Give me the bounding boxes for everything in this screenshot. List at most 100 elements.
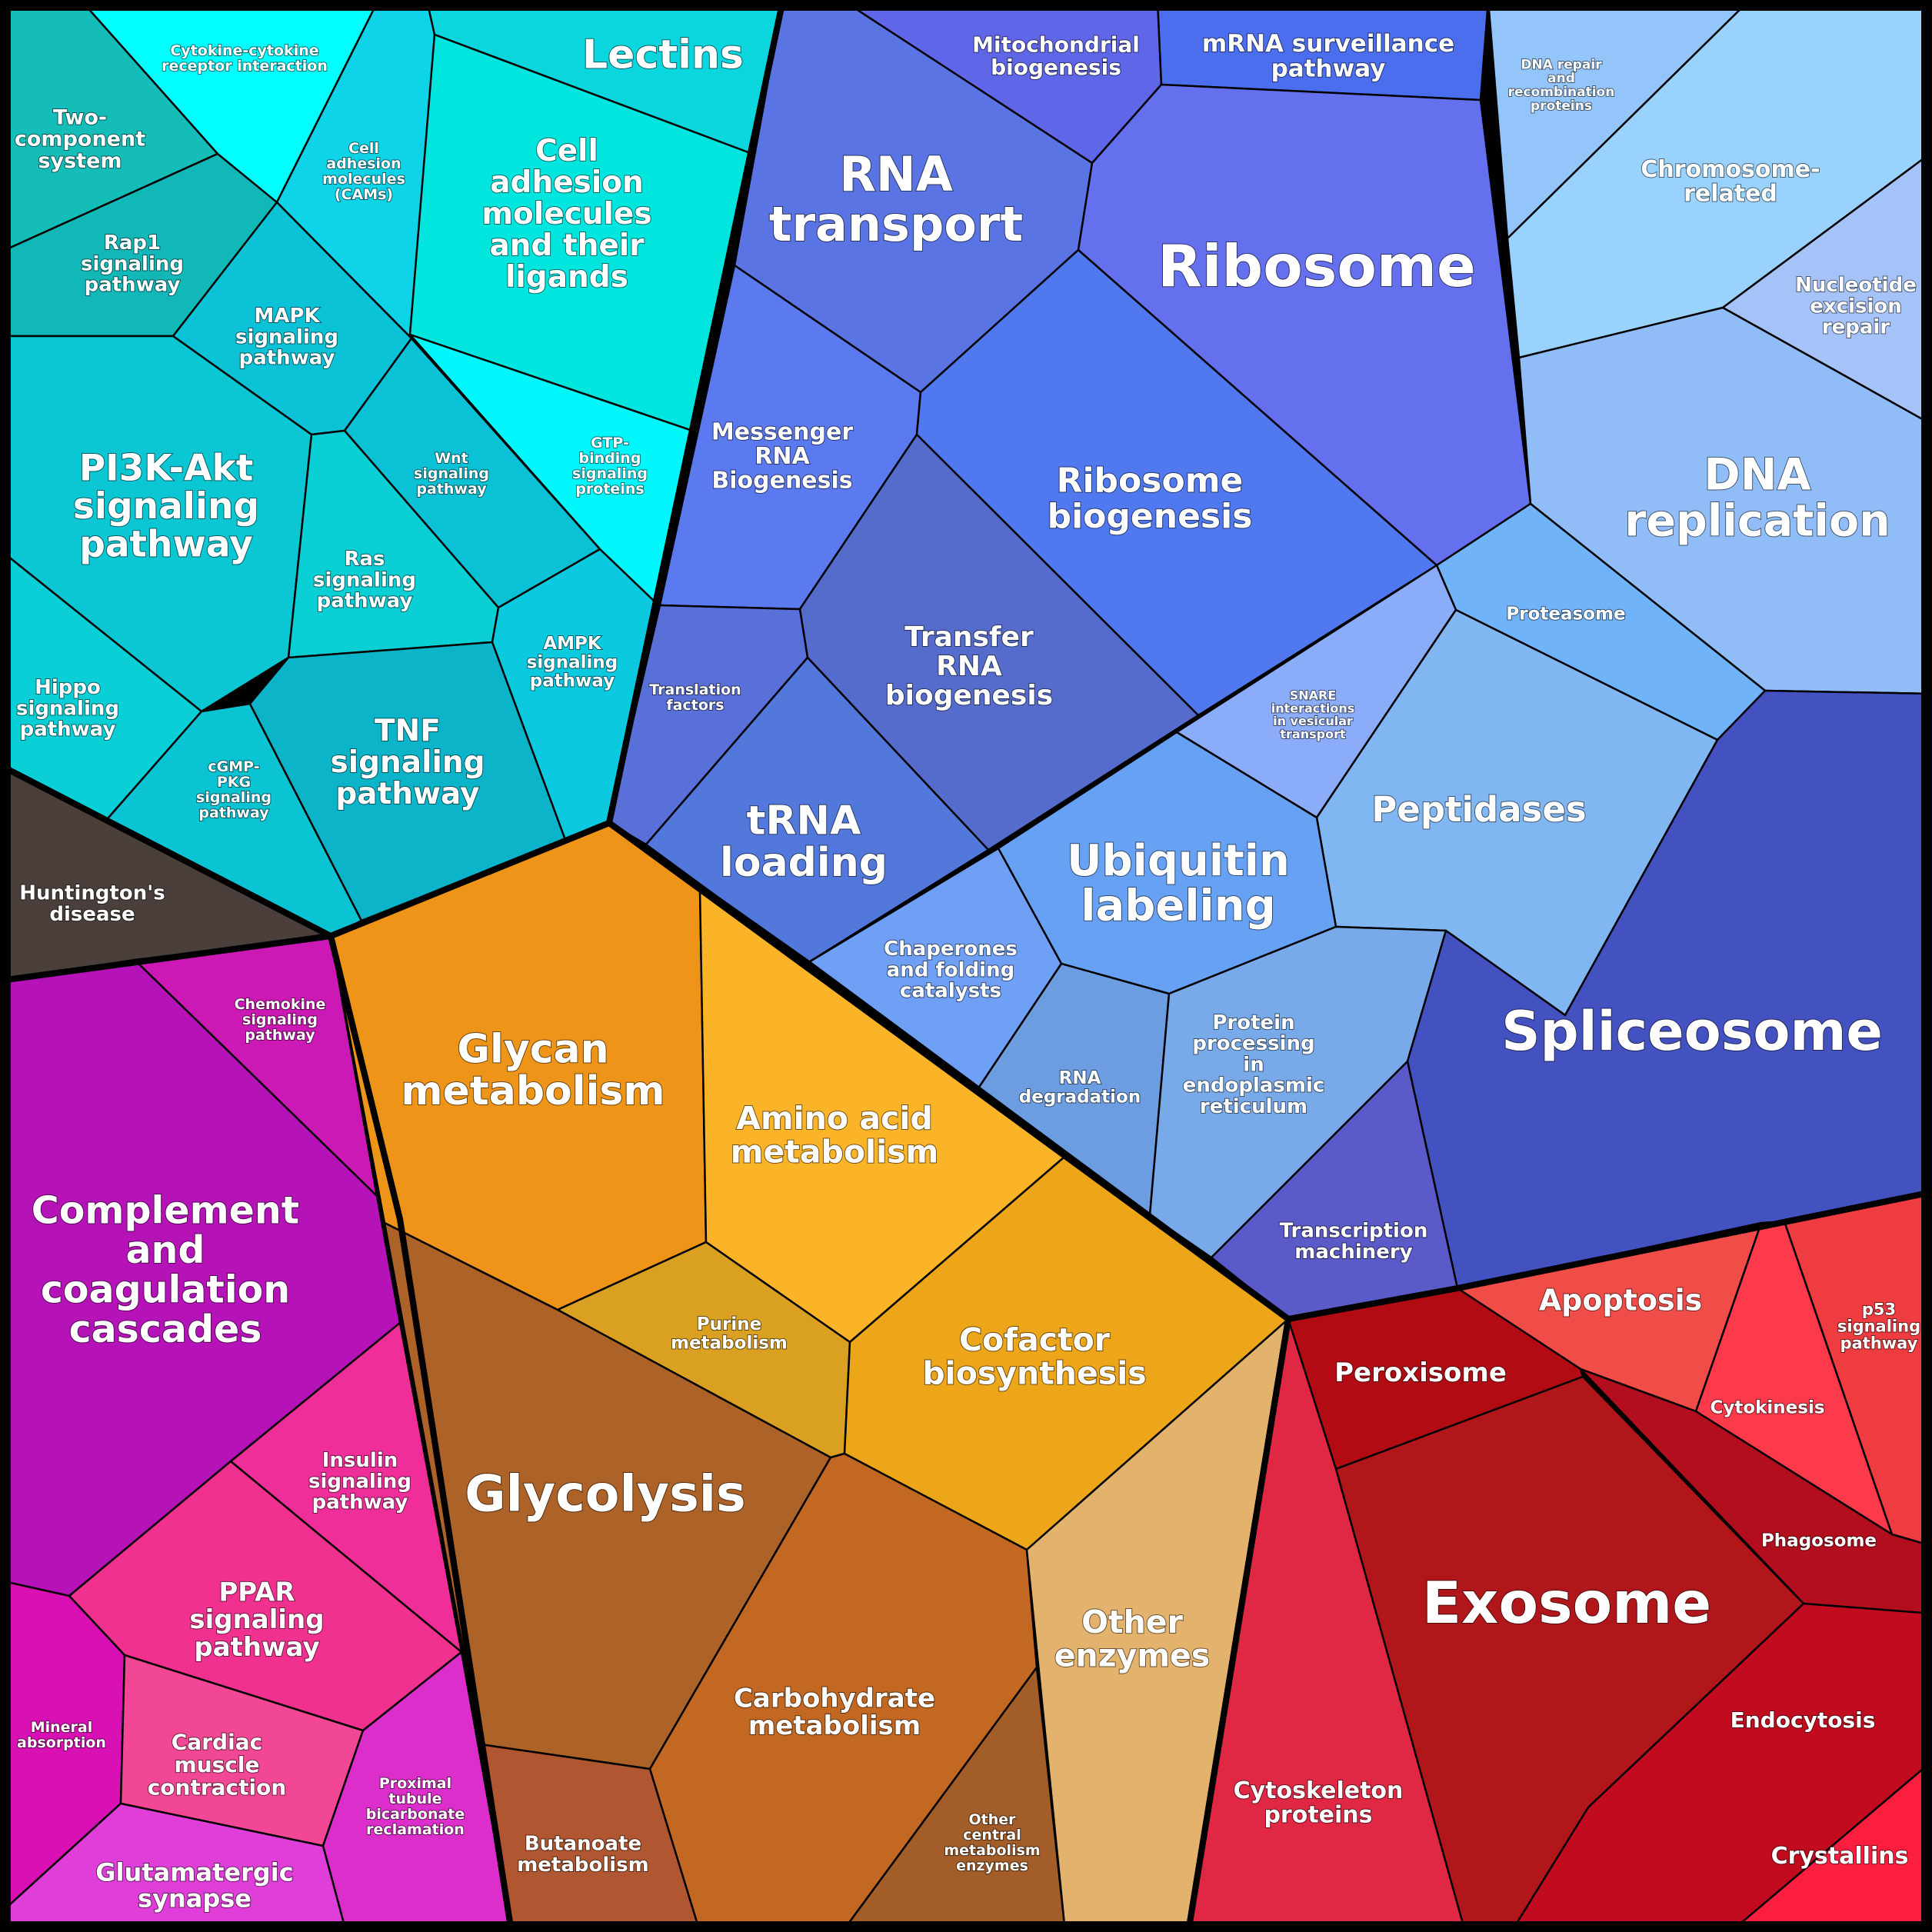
ampk-signaling-pathway-label: AMPK signaling pathway (527, 634, 618, 691)
chaperones-folding-catalysts-label-line: catalysts (900, 980, 1001, 1003)
transfer-rna-biogenesis-label: Transfer RNA biogenesis (885, 621, 1053, 711)
exosome-label: Exosome (1422, 1569, 1711, 1637)
glycan-metabolism-label-line: Glycan (457, 1026, 608, 1072)
huntingtons-disease-label: Huntington's disease (19, 882, 165, 926)
crystallins-cell (1729, 1760, 1932, 1932)
cytoskeleton-proteins-label: Cytoskeleton proteins (1234, 1777, 1404, 1829)
crystallins-label-line: Crystallins (1771, 1843, 1909, 1870)
ribosome-biogenesis-label: Ribosome biogenesis (1048, 461, 1253, 536)
other-central-metabolism-enzymes-label-line: metabolism (944, 1842, 1040, 1859)
wnt-signaling-pathway-label-line: signaling (414, 465, 489, 482)
ppar-signaling-pathway-label-line: pathway (194, 1632, 319, 1663)
snare-vesicular-transport-label-line: interactions (1271, 701, 1355, 715)
transcription-machinery-label-line: Transcription (1280, 1220, 1428, 1243)
rap1-signaling-pathway-label-line: pathway (85, 274, 181, 297)
huntingtons-disease-label-line: disease (49, 903, 135, 926)
protein-processing-er-label-line: endoplasmic (1183, 1074, 1325, 1098)
wnt-signaling-pathway-label: Wnt signaling pathway (414, 450, 489, 498)
proximal-tubule-bicarbonate-reclamation-label: Proximal tubule bicarbonate reclamation (366, 1775, 465, 1838)
protein-processing-er-label-line: Protein (1212, 1011, 1294, 1034)
glutamatergic-synapse-label-line: Glutamatergic (95, 1858, 293, 1887)
chromosome-related-label: Chromosome-related (1641, 156, 1820, 208)
transcription-machinery-label-line: machinery (1294, 1241, 1412, 1264)
peroxisome-label: Peroxisome (1334, 1357, 1507, 1388)
hippo-signaling-pathway-label-line: pathway (20, 718, 116, 741)
other-central-metabolism-enzymes-label-line: enzymes (956, 1857, 1028, 1874)
messenger-rna-biogenesis-label-line: Messenger (711, 418, 853, 445)
other-enzymes-cell (1025, 1317, 1290, 1932)
carbohydrate-metabolism-label-line: Carbohydrate (734, 1683, 935, 1714)
pi3k-akt-signaling-pathway-label-line: pathway (79, 523, 253, 565)
cams-label-line: molecules (322, 171, 405, 188)
gtp-binding-signaling-proteins-label-line: GTP- (591, 435, 629, 451)
protein-processing-er-label: Protein processing in endoplasmic reticulum (1183, 1011, 1325, 1118)
transfer-rna-biogenesis-label-line: biogenesis (885, 680, 1053, 711)
proximal-tubule-bicarbonate-reclamation-label-line: tubule (388, 1790, 441, 1807)
complement-coagulation-cascades-label-line: cascades (69, 1307, 262, 1351)
proximal-tubule-bicarbonate-reclamation-label-line: bicarbonate (366, 1806, 465, 1823)
other-central-metabolism-enzymes-label: Other central metabolism enzymes (944, 1811, 1040, 1874)
ubiquitin-labeling-label-line: Ubiquitin (1067, 836, 1290, 886)
glutamatergic-synapse-label: Glutamatergic synapse (95, 1858, 293, 1914)
mrna-surveillance-pathway-label-line: mRNA surveillance (1202, 30, 1454, 58)
ppar-signaling-pathway-label: PPAR signaling pathway (189, 1577, 324, 1663)
rna-transport-label-line: RNA (839, 146, 953, 202)
ras-signaling-pathway-label-line: signaling (313, 568, 416, 591)
gtp-binding-signaling-proteins-label-line: proteins (575, 481, 644, 498)
mineral-absorption-label: Mineral absorption (17, 1719, 106, 1751)
tnf-signaling-pathway-label-line: signaling (331, 745, 485, 780)
two-component-system-label-line: Two- (53, 105, 107, 129)
glycan-metabolism-label-line: metabolism (401, 1068, 665, 1114)
hippo-signaling-pathway-label-line: Hippo (35, 676, 101, 699)
mapk-signaling-pathway-label-line: pathway (239, 347, 335, 370)
hippo-signaling-pathway-label-line: signaling (16, 697, 119, 720)
dna-repair-recombination-proteins-label-line: proteins (1531, 98, 1592, 114)
ribosome-label-line: Ribosome (1158, 232, 1476, 300)
proximal-tubule-bicarbonate-reclamation-label-line: reclamation (366, 1821, 465, 1838)
spliceosome-label-line: Spliceosome (1501, 1000, 1883, 1063)
messenger-rna-biogenesis-label: Messenger RNA Biogenesis (711, 418, 853, 494)
chaperones-folding-catalysts-label-line: and folding (887, 958, 1014, 981)
ampk-signaling-pathway-label-line: pathway (530, 671, 615, 691)
amino-acid-metabolism-label-line: Amino acid (736, 1100, 933, 1137)
dna-replication-label-line: replication (1624, 495, 1890, 546)
cardiac-muscle-contraction-label: Cardiac muscle contraction (148, 1730, 287, 1800)
carbohydrate-metabolism-label: Carbohydrate metabolism (734, 1683, 935, 1741)
butanoate-metabolism-label-line: metabolism (517, 1854, 649, 1877)
lectins-label: Lectins (582, 32, 744, 78)
ubiquitin-labeling-label-line: labeling (1081, 881, 1275, 931)
amino-acid-metabolism-label-line: metabolism (731, 1133, 939, 1170)
nucleotide-excision-repair-label-line: excision (1810, 295, 1902, 318)
gtp-binding-signaling-proteins-label: GTP-binding signaling proteins (572, 435, 648, 498)
two-component-system-label-line: system (38, 149, 122, 173)
translation-factors-label-line: factors (666, 697, 724, 714)
butanoate-metabolism-label: Butanoate metabolism (517, 1833, 649, 1877)
glycolysis-label-line: Glycolysis (465, 1465, 746, 1523)
dna-replication-label-line: DNA (1704, 450, 1810, 501)
peptidases-label-line: Peptidases (1371, 789, 1586, 830)
cardiac-muscle-contraction-label-line: muscle (175, 1752, 260, 1777)
cell-adhesion-molecules-ligands-label-line: ligands (505, 260, 628, 295)
trna-loading-label: tRNA loading (720, 798, 888, 886)
glycan-metabolism-label: Glycan metabolism (401, 1026, 665, 1114)
cgmp-pkg-signaling-pathway-label-line: PKG (217, 774, 251, 791)
chemokine-signaling-pathway-label-line: signaling (242, 1011, 318, 1028)
cgmp-pkg-signaling-pathway-label-line: signaling (196, 789, 271, 806)
mineral-absorption-label-line: absorption (17, 1734, 106, 1751)
p53-signaling-pathway-label: p53 signaling pathway (1837, 1301, 1920, 1353)
gtp-binding-signaling-proteins-label-line: binding (579, 450, 641, 467)
purine-metabolism-label-line: metabolism (671, 1333, 788, 1353)
protein-processing-er-label-line: reticulum (1200, 1095, 1307, 1118)
p53-signaling-pathway-label-line: p53 (1862, 1301, 1896, 1319)
cardiac-muscle-contraction-label-line: Cardiac (172, 1730, 262, 1755)
ppar-signaling-pathway-label-line: PPAR (218, 1577, 295, 1608)
other-enzymes-label-line: enzymes (1054, 1637, 1211, 1674)
ampk-signaling-pathway-label-line: AMPK (543, 634, 602, 654)
pi3k-akt-signaling-pathway-label-line: PI3K-Akt (79, 448, 254, 490)
mitochondrial-biogenesis-label: Mitochondrial biogenesis (972, 32, 1140, 79)
carbohydrate-metabolism-label-line: metabolism (748, 1710, 921, 1741)
cgmp-pkg-signaling-pathway-label-line: pathway (198, 804, 269, 821)
peptidases-label: Peptidases (1371, 789, 1586, 830)
